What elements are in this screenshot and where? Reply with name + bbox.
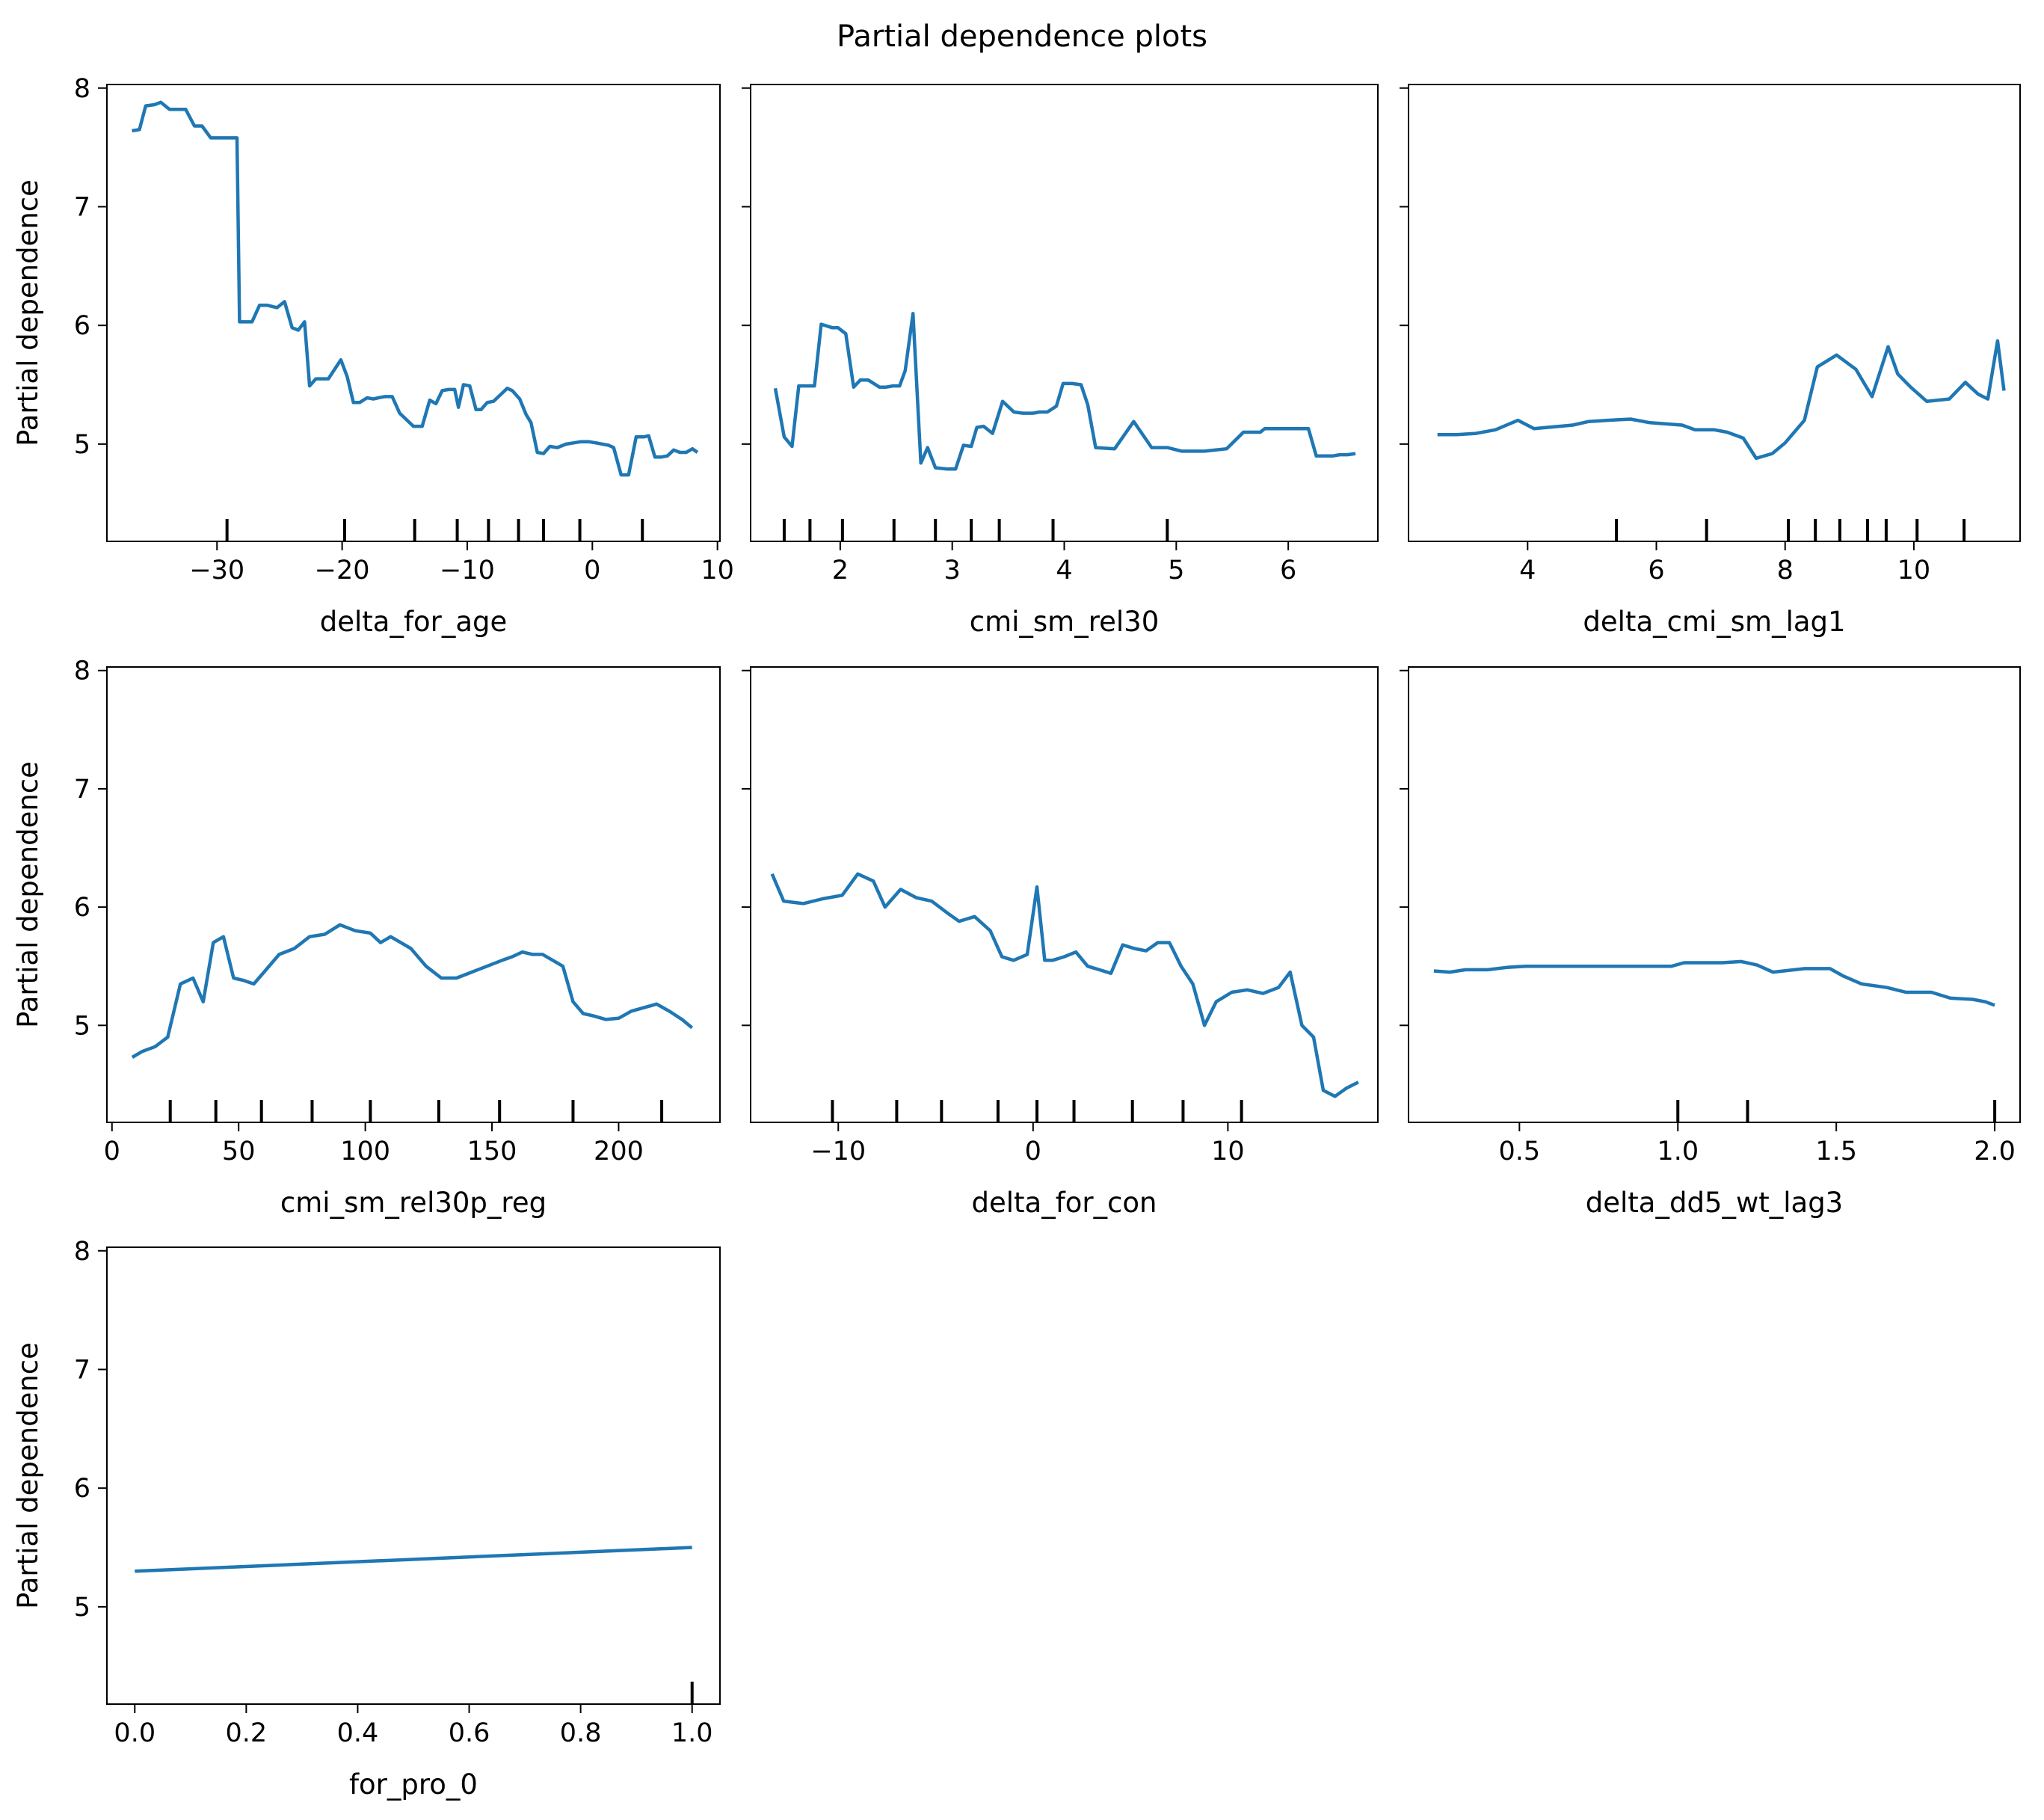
subplot-4: 5 6 7 8 0 50 100 150 200 cmi_sm_rel30p_reg Partial… — [12, 657, 721, 1219]
x-tick-label: 0.2 — [226, 1718, 268, 1748]
x-tick-label: 0.0 — [114, 1718, 156, 1748]
y-axis-label: Partial dependence — [12, 179, 44, 446]
x-tick-label: 5 — [1168, 556, 1184, 585]
y-axis-label: Partial dependence — [12, 761, 44, 1028]
x-tick-label: 1.0 — [1657, 1137, 1699, 1166]
x-tick-label: 0.6 — [449, 1718, 490, 1748]
x-tick-label: 8 — [1777, 556, 1794, 585]
x-tick-label: 6 — [1648, 556, 1664, 585]
y-tick-label: 8 — [74, 1237, 90, 1267]
pd-line — [770, 872, 1359, 1098]
subplot-3: 4 6 8 10 delta_cmi_sm_lag1 — [1400, 84, 2021, 638]
figure-title: Partial dependence plots — [837, 19, 1207, 54]
plot-area — [750, 666, 1379, 1123]
pd-line — [1433, 959, 1995, 1007]
x-tick-label: −20 — [315, 556, 370, 585]
x-tick-label: 6 — [1280, 556, 1296, 585]
plot-area — [1408, 666, 2021, 1123]
x-tick-label: 10 — [701, 556, 734, 585]
x-tick-label: 150 — [467, 1137, 517, 1166]
plot-area — [750, 84, 1379, 542]
x-tick-label: 0.5 — [1499, 1137, 1541, 1166]
x-tick-label: 3 — [944, 556, 961, 585]
subplot-7: 5 6 7 8 0.0 0.2 0.4 0.6 0.8 1.0 for_pro_0 Partial d… — [12, 1237, 721, 1801]
x-tick-label: 10 — [1897, 556, 1931, 585]
pd-line — [135, 1546, 692, 1573]
x-axis-label: cmi_sm_rel30p_reg — [280, 1187, 547, 1219]
plot-area — [1408, 84, 2021, 542]
x-tick-label: 0 — [584, 556, 600, 585]
x-tick-label: −10 — [810, 1137, 866, 1166]
plot-area — [106, 666, 721, 1123]
y-tick-label: 5 — [74, 430, 90, 460]
x-tick-label: −30 — [189, 556, 244, 585]
y-tick-label: 6 — [74, 1474, 90, 1504]
x-tick-label: 100 — [340, 1137, 390, 1166]
x-tick-label: 200 — [594, 1137, 644, 1166]
pd-line — [1437, 339, 2006, 461]
x-axis-label: delta_dd5_wt_lag3 — [1586, 1187, 1843, 1219]
x-axis-label: delta_cmi_sm_lag1 — [1583, 606, 1845, 638]
x-tick-label: 4 — [1056, 556, 1072, 585]
y-axis-label: Partial dependence — [12, 1342, 44, 1609]
x-tick-label: 2 — [832, 556, 849, 585]
x-tick-label: −10 — [440, 556, 495, 585]
x-tick-label: 0.4 — [337, 1718, 379, 1748]
y-tick-label: 8 — [74, 657, 90, 686]
x-tick-label: 0 — [1025, 1137, 1041, 1166]
y-tick-label: 6 — [74, 311, 90, 341]
x-tick-label: 10 — [1211, 1137, 1245, 1166]
x-tick-label: 0 — [104, 1137, 120, 1166]
pd-line — [773, 312, 1356, 471]
y-tick-label: 7 — [74, 1355, 90, 1385]
subplot-6: 0.5 1.0 1.5 2.0 delta_dd5_wt_lag3 — [1400, 666, 2021, 1219]
subplot-grid: 5 6 7 8 −30 −20 −10 0 10 delta_for_age Partial dep… — [12, 74, 2021, 1801]
y-tick-label: 7 — [74, 775, 90, 805]
x-tick-label: 1.5 — [1815, 1137, 1857, 1166]
subplot-5: −10 0 10 delta_for_con — [742, 666, 1379, 1219]
x-tick-label: 4 — [1519, 556, 1536, 585]
y-tick-label: 8 — [74, 74, 90, 104]
x-tick-label: 50 — [222, 1137, 256, 1166]
y-tick-label: 5 — [74, 1593, 90, 1623]
x-axis-label: delta_for_con — [971, 1187, 1157, 1219]
y-tick-label: 5 — [74, 1011, 90, 1041]
x-axis-label: for_pro_0 — [349, 1768, 478, 1801]
y-tick-label: 7 — [74, 192, 90, 222]
y-tick-label: 6 — [74, 893, 90, 923]
x-tick-label: 1.0 — [671, 1718, 713, 1748]
pd-line — [132, 100, 699, 477]
x-axis-label: delta_for_age — [320, 606, 508, 638]
plot-area — [106, 1246, 721, 1705]
x-tick-label: 0.8 — [560, 1718, 602, 1748]
x-tick-label: 2.0 — [1974, 1137, 2016, 1166]
subplot-2: 2 3 4 5 6 cmi_sm_rel30 — [742, 84, 1379, 638]
subplot-1: 5 6 7 8 −30 −20 −10 0 10 delta_for_age Partial dep… — [12, 74, 734, 638]
pd-line — [131, 923, 694, 1059]
x-axis-label: cmi_sm_rel30 — [970, 606, 1160, 638]
